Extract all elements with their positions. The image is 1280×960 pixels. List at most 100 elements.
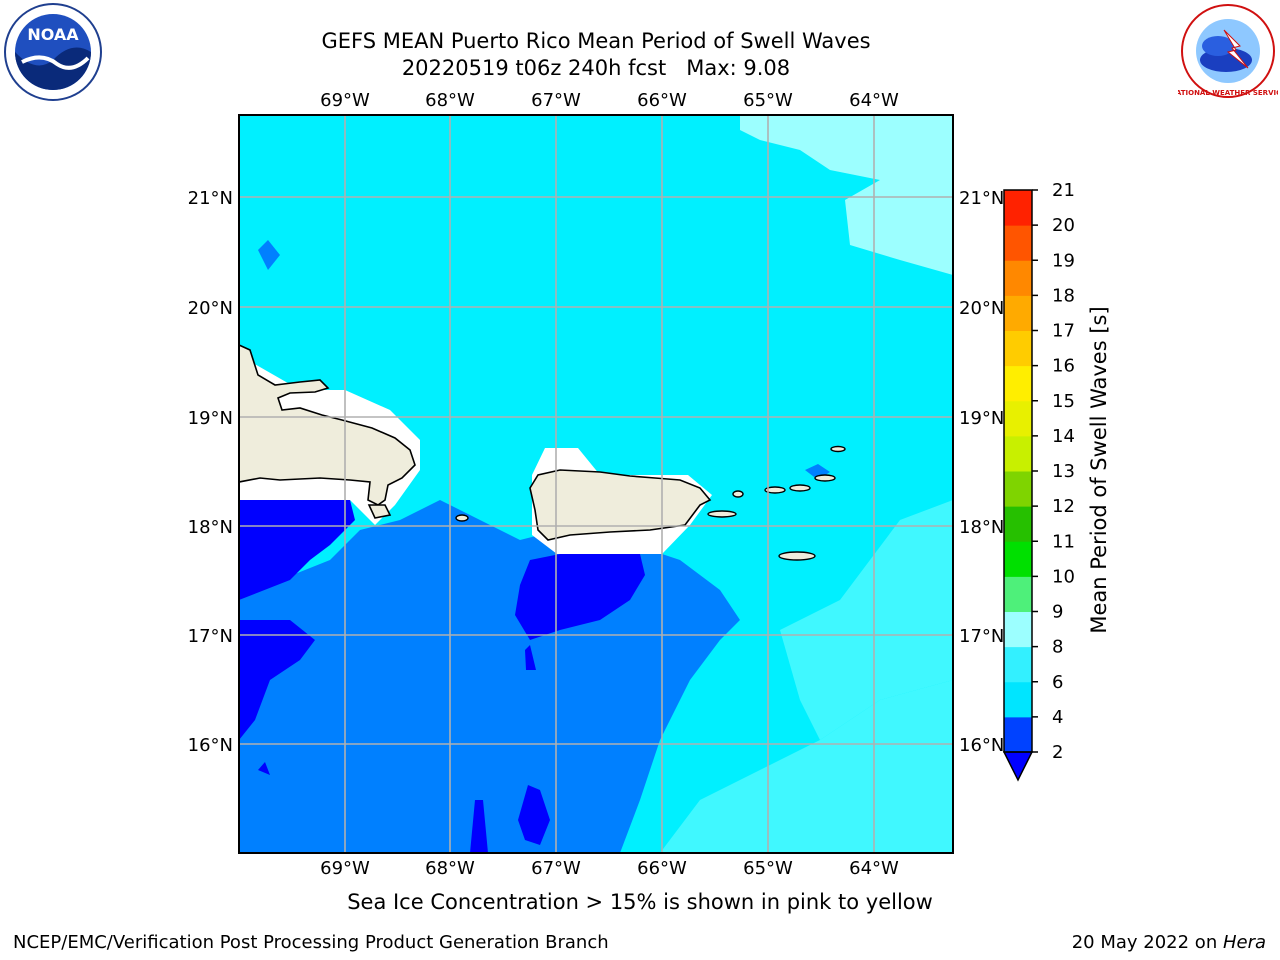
dark-spot-4 bbox=[258, 762, 270, 775]
dark-spot-2 bbox=[470, 800, 488, 853]
lon-labels-bottom: 69°W 68°W 67°W 66°W 65°W 64°W bbox=[320, 858, 899, 879]
grid bbox=[239, 115, 953, 853]
colorbar-tick-label: 17 bbox=[1052, 321, 1075, 342]
colorbar-tick-label: 12 bbox=[1052, 496, 1075, 517]
land-mona-island bbox=[455, 514, 469, 522]
colorbar-tick-label: 6 bbox=[1052, 672, 1063, 693]
dark-spot-3 bbox=[518, 785, 550, 845]
lon-label-bottom: 65°W bbox=[743, 858, 793, 879]
colorbar-segment bbox=[1004, 190, 1032, 226]
land-st-thomas bbox=[764, 486, 786, 494]
colorbar-tick-label: 19 bbox=[1052, 250, 1075, 271]
lat-label-left: 17°N bbox=[188, 626, 233, 647]
lat-label-left: 18°N bbox=[188, 517, 233, 538]
lat-label-right: 16°N bbox=[959, 735, 1004, 756]
colorbar-tick-label: 10 bbox=[1052, 566, 1075, 587]
lon-labels-top: 69°W 68°W 67°W 66°W 65°W 64°W bbox=[320, 90, 899, 111]
colorbar-segment bbox=[1004, 611, 1032, 648]
footer-date: 20 May 2022 on bbox=[1071, 932, 1223, 953]
dark-spot-1 bbox=[525, 645, 536, 670]
lat-labels-left: 21°N 20°N 19°N 18°N 17°N 16°N bbox=[188, 188, 233, 756]
colorbar-tick-label: 16 bbox=[1052, 356, 1075, 377]
colorbar-tick-label: 9 bbox=[1052, 602, 1063, 623]
colorbar-segment bbox=[1004, 260, 1032, 296]
map-field bbox=[239, 115, 953, 853]
lon-label-bottom: 69°W bbox=[320, 858, 370, 879]
colorbar-tick-label: 13 bbox=[1052, 461, 1075, 482]
lat-label-left: 20°N bbox=[188, 298, 233, 319]
colorbar-segment bbox=[1004, 330, 1032, 367]
lon-label-top: 65°W bbox=[743, 90, 793, 111]
colorbar-segment bbox=[1004, 295, 1032, 331]
land-hispaniola-tip bbox=[367, 504, 392, 519]
colorbar-segment bbox=[1004, 646, 1032, 683]
colorbar-extend-arrow bbox=[1002, 751, 1034, 782]
colorbar-tick-label: 14 bbox=[1052, 426, 1075, 447]
lon-label-top: 67°W bbox=[531, 90, 581, 111]
lon-label-bottom: 68°W bbox=[425, 858, 475, 879]
colorbar-tick-label: 2 bbox=[1052, 742, 1063, 763]
colorbar-segment bbox=[1004, 506, 1032, 542]
land-anegada bbox=[830, 445, 846, 453]
lat-label-right: 21°N bbox=[959, 188, 1004, 209]
noaa-logo-text: NOAA bbox=[27, 25, 79, 44]
dark-region-w bbox=[239, 500, 355, 600]
colorbar-tick-label: 15 bbox=[1052, 391, 1075, 412]
noaa-logo: NOAA bbox=[4, 3, 102, 101]
colorbar-segment bbox=[1004, 541, 1032, 577]
colorbar-segment bbox=[1004, 365, 1032, 402]
light-region-se bbox=[660, 680, 953, 853]
lon-label-top: 66°W bbox=[637, 90, 687, 111]
colorbar-tick-label: 4 bbox=[1052, 707, 1063, 728]
footer-right: 20 May 2022 on Hera bbox=[1072, 932, 1266, 953]
lat-label-right: 17°N bbox=[959, 626, 1004, 647]
nws-logo: NATIONAL WEATHER SERVICE bbox=[1178, 4, 1278, 98]
lat-label-left: 16°N bbox=[188, 735, 233, 756]
colorbar-segment bbox=[1004, 225, 1032, 261]
colorbar-tick-label: 21 bbox=[1052, 180, 1075, 201]
dark-region-pr-south bbox=[515, 554, 645, 640]
lat-label-left: 19°N bbox=[188, 408, 233, 429]
colorbar-segment bbox=[1004, 435, 1032, 472]
colorbar-segment bbox=[1004, 576, 1032, 612]
land-culebra bbox=[732, 490, 744, 498]
land-st-croix bbox=[778, 551, 816, 561]
colorbar-segment bbox=[1004, 681, 1032, 718]
lon-label-bottom: 67°W bbox=[531, 858, 581, 879]
land-vieques bbox=[707, 510, 737, 518]
mid-blue-spot-nw bbox=[258, 240, 280, 270]
lat-labels-right: 21°N 20°N 19°N 18°N 17°N 16°N bbox=[959, 188, 1004, 756]
land-puerto-rico bbox=[529, 469, 712, 541]
nws-logo-text: NATIONAL WEATHER SERVICE bbox=[1178, 89, 1278, 97]
land-tortola bbox=[814, 474, 836, 482]
colorbar: 2 4 6 8 9 10 11 12 13 14 15 16 17 18 19 20 21 bbox=[1002, 180, 1075, 782]
footer-left: NCEP/EMC/Verification Post Processing Pr… bbox=[13, 932, 609, 953]
lon-label-top: 64°W bbox=[849, 90, 899, 111]
dark-region-sw bbox=[239, 620, 315, 740]
colorbar-tick-label: 8 bbox=[1052, 637, 1063, 658]
lon-label-top: 69°W bbox=[320, 90, 370, 111]
chart-title-line2: 20220519 t06z 240h fcst Max: 9.08 bbox=[401, 56, 791, 80]
colorbar-segment bbox=[1004, 471, 1032, 507]
colorbar-segment bbox=[1004, 400, 1032, 437]
footer-host: Hera bbox=[1222, 932, 1266, 953]
chart-title-line1: GEFS MEAN Puerto Rico Mean Period of Swe… bbox=[321, 29, 871, 53]
sea-ice-note: Sea Ice Concentration > 15% is shown in … bbox=[347, 890, 933, 914]
lat-label-right: 20°N bbox=[959, 298, 1004, 319]
colorbar-tick-label: 11 bbox=[1052, 531, 1075, 552]
lat-label-right: 19°N bbox=[959, 408, 1004, 429]
colorbar-tick-label: 18 bbox=[1052, 285, 1075, 306]
colorbar-segment bbox=[1004, 716, 1032, 753]
lat-label-right: 18°N bbox=[959, 517, 1004, 538]
lon-label-top: 68°W bbox=[425, 90, 475, 111]
light-region-e bbox=[780, 500, 953, 740]
colorbar-label: Mean Period of Swell Waves [s] bbox=[1087, 306, 1111, 633]
pale-region-ne bbox=[740, 115, 953, 275]
land-st-john bbox=[789, 484, 811, 492]
colorbar-tick-label: 20 bbox=[1052, 215, 1075, 236]
lon-label-bottom: 66°W bbox=[637, 858, 687, 879]
lat-label-left: 21°N bbox=[188, 188, 233, 209]
lon-label-bottom: 64°W bbox=[849, 858, 899, 879]
